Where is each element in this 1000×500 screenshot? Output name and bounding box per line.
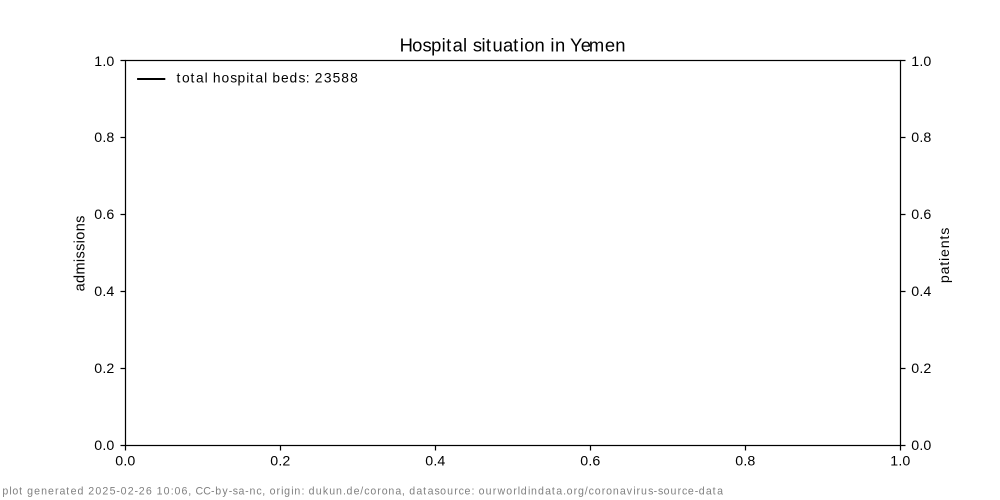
svg-text:0.4: 0.4 <box>94 284 114 300</box>
svg-text:0.0: 0.0 <box>115 454 135 470</box>
svg-text:0.0: 0.0 <box>911 438 931 454</box>
svg-text:0.8: 0.8 <box>735 454 755 470</box>
svg-text:1.0: 1.0 <box>911 54 931 70</box>
svg-text:Hospital situation in Yemen: Hospital situation in Yemen <box>400 35 626 56</box>
svg-text:0.6: 0.6 <box>580 454 600 470</box>
svg-text:1.0: 1.0 <box>890 454 910 470</box>
svg-text:0.8: 0.8 <box>94 130 114 146</box>
svg-text:patients: patients <box>937 228 953 283</box>
svg-text:0.4: 0.4 <box>425 454 445 470</box>
svg-text:total hospital beds: 23588: total hospital beds: 23588 <box>177 71 359 86</box>
svg-text:plot generated 2025-02-26 10:0: plot generated 2025-02-26 10:06, CC-by-s… <box>2 486 723 498</box>
svg-text:0.6: 0.6 <box>911 207 931 223</box>
svg-text:1.0: 1.0 <box>94 54 114 70</box>
svg-text:0.2: 0.2 <box>94 361 114 377</box>
svg-text:admissions: admissions <box>73 216 89 292</box>
svg-text:0.6: 0.6 <box>94 207 114 223</box>
svg-text:0.0: 0.0 <box>94 438 114 454</box>
svg-text:0.2: 0.2 <box>270 454 290 470</box>
svg-text:0.8: 0.8 <box>911 130 931 146</box>
svg-text:0.2: 0.2 <box>911 361 931 377</box>
svg-text:0.4: 0.4 <box>911 284 931 300</box>
